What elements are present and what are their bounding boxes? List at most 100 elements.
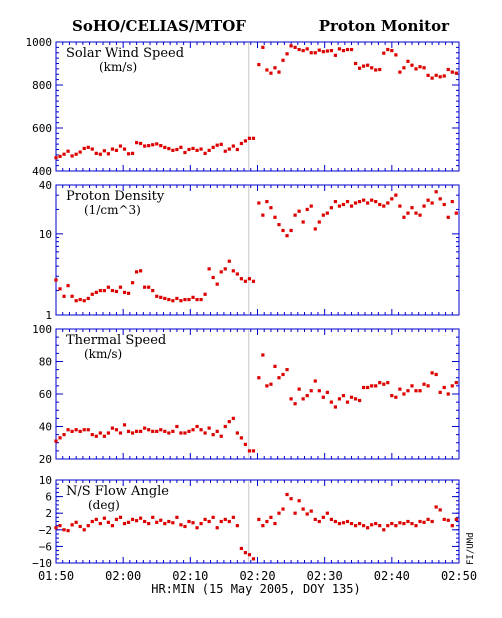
- data-point: [215, 282, 219, 286]
- data-point: [269, 515, 273, 519]
- data-point: [305, 394, 309, 398]
- data-point: [329, 206, 333, 210]
- data-point: [313, 51, 317, 55]
- data-point: [285, 492, 289, 497]
- y-tick-label: 1000: [26, 36, 53, 49]
- data-point: [191, 428, 195, 432]
- y-tick-label: −6: [39, 540, 52, 553]
- data-point: [297, 499, 301, 503]
- data-point: [325, 390, 329, 394]
- data-point: [106, 431, 110, 435]
- data-point: [386, 381, 390, 385]
- data-point: [269, 206, 273, 210]
- data-point: [211, 433, 215, 437]
- data-point: [357, 66, 362, 70]
- x-tick-label: 02:30: [307, 569, 343, 583]
- data-point: [243, 139, 248, 143]
- data-point: [414, 524, 418, 528]
- data-point: [289, 497, 293, 501]
- data-point: [394, 524, 398, 528]
- panel-units: (deg): [88, 498, 120, 512]
- data-point: [446, 518, 450, 522]
- data-point: [366, 526, 370, 530]
- y-tick-label: 40: [39, 179, 52, 192]
- data-point: [345, 400, 350, 404]
- data-point: [277, 223, 281, 227]
- data-point: [426, 517, 430, 522]
- data-point: [430, 519, 434, 524]
- data-point: [418, 389, 422, 393]
- data-point: [118, 285, 123, 289]
- data-point: [151, 288, 155, 293]
- data-point: [454, 381, 458, 385]
- data-point: [215, 429, 219, 433]
- data-point: [378, 67, 382, 72]
- credit-label: FI/UMd: [466, 532, 476, 565]
- data-point: [183, 150, 187, 155]
- data-point: [418, 65, 422, 69]
- data-point: [297, 47, 301, 52]
- y-tick-label: 20: [39, 453, 52, 466]
- data-point: [211, 275, 215, 280]
- data-point: [309, 204, 313, 208]
- data-point: [357, 398, 362, 403]
- data-point: [454, 211, 458, 215]
- data-points: [54, 492, 458, 561]
- data-point: [390, 197, 394, 201]
- data-point: [390, 49, 394, 53]
- data-point: [126, 152, 131, 156]
- data-point: [386, 201, 390, 205]
- data-point: [195, 526, 199, 530]
- data-point: [251, 279, 256, 283]
- data-point: [414, 389, 418, 393]
- data-point: [378, 202, 382, 207]
- data-point: [410, 206, 414, 210]
- data-point: [94, 434, 98, 438]
- data-point: [353, 61, 358, 66]
- data-point: [98, 152, 102, 156]
- data-point: [90, 433, 94, 437]
- data-point: [422, 520, 426, 524]
- data-point: [151, 515, 155, 519]
- data-point: [90, 147, 94, 151]
- data-point: [130, 431, 135, 435]
- data-point: [297, 209, 301, 213]
- data-point: [187, 429, 191, 433]
- y-tick-label: 10: [39, 474, 52, 487]
- data-point: [139, 429, 143, 433]
- data-point: [171, 521, 175, 525]
- data-point: [86, 524, 90, 528]
- data-point: [227, 519, 231, 524]
- data-point: [337, 204, 342, 208]
- data-point: [297, 387, 301, 391]
- data-point: [199, 297, 203, 302]
- data-point: [329, 400, 333, 404]
- data-point: [223, 149, 227, 153]
- data-point: [317, 519, 321, 524]
- data-point: [58, 154, 62, 158]
- data-point: [305, 512, 309, 516]
- data-point: [251, 557, 256, 561]
- data-point: [86, 145, 90, 149]
- header-right-title: Proton Monitor: [319, 17, 450, 35]
- data-point: [191, 521, 195, 525]
- data-point: [187, 297, 191, 302]
- data-point: [70, 294, 74, 298]
- x-axis: 01:50 02:00 02:10 02:20 02:30 02:40 02:50: [38, 569, 477, 583]
- data-point: [74, 520, 78, 524]
- data-point: [183, 524, 187, 529]
- data-point: [179, 431, 183, 435]
- x-axis-label: HR:MIN (15 May 2005, DOY 135): [151, 582, 361, 596]
- data-point: [82, 146, 86, 151]
- data-point: [261, 524, 265, 528]
- data-point: [281, 372, 285, 377]
- data-point: [54, 439, 58, 443]
- data-point: [438, 197, 442, 201]
- data-point: [211, 145, 215, 149]
- data-point: [227, 147, 231, 151]
- data-point: [353, 524, 358, 528]
- data-point: [98, 288, 102, 293]
- data-point: [78, 150, 82, 154]
- data-point: [289, 44, 293, 48]
